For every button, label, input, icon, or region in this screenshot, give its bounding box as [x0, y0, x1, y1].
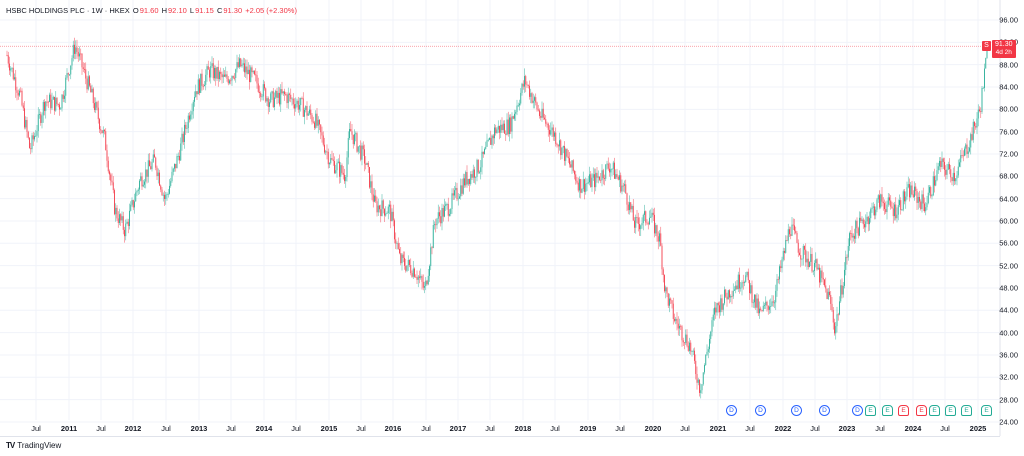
time-tick-label: 2011 [60, 424, 78, 433]
price-chart-canvas[interactable] [0, 0, 1024, 436]
symbol-title[interactable]: HSBC HOLDINGS PLC · 1W · HKEX [6, 6, 130, 15]
dividend-event-icon[interactable]: D [726, 405, 737, 416]
time-tick-label: 2017 [449, 424, 467, 433]
last-price-tag: 91.30 4d 2h [992, 40, 1016, 58]
change-value: +2.05 (+2.30%) [245, 6, 297, 15]
symbol-legend: HSBC HOLDINGS PLC · 1W · HKEX O91.60 H92… [6, 6, 297, 15]
chart-container[interactable]: HSBC HOLDINGS PLC · 1W · HKEX O91.60 H92… [0, 0, 1024, 436]
time-tick-label: 2014 [255, 424, 273, 433]
earnings-event-icon[interactable]: E [882, 405, 893, 416]
time-tick-label: Jul [485, 424, 495, 433]
bar-countdown: 4d 2h [995, 49, 1012, 56]
price-tick-label: 36.00 [999, 350, 1018, 360]
price-tick-label: 72.00 [999, 149, 1018, 159]
earnings-event-icon[interactable]: E [981, 405, 992, 416]
time-tick-label: Jul [875, 424, 885, 433]
tradingview-attribution[interactable]: TV TradingView [6, 441, 61, 450]
last-price: 91.30 [995, 41, 1013, 48]
price-tick-label: 24.00 [999, 417, 1018, 427]
time-tick-label: Jul [356, 424, 366, 433]
time-tick-label: Jul [745, 424, 755, 433]
earnings-event-icon[interactable]: E [865, 405, 876, 416]
time-tick-label: Jul [421, 424, 431, 433]
price-tick-label: 80.00 [999, 104, 1018, 114]
time-tick-label: 2021 [709, 424, 727, 433]
earnings-event-icon[interactable]: E [961, 405, 972, 416]
time-tick-label: Jul [810, 424, 820, 433]
time-tick-label: Jul [31, 424, 41, 433]
time-tick-label: Jul [550, 424, 560, 433]
time-tick-label: 2016 [384, 424, 402, 433]
price-tick-label: 64.00 [999, 194, 1018, 204]
time-tick-label: 2015 [320, 424, 338, 433]
time-tick-label: Jul [940, 424, 950, 433]
earnings-event-icon[interactable]: E [945, 405, 956, 416]
price-tick-label: 76.00 [999, 127, 1018, 137]
dividend-event-icon[interactable]: D [791, 405, 802, 416]
low-value: 91.15 [195, 6, 214, 15]
time-tick-label: 2025 [969, 424, 987, 433]
price-tick-label: 52.00 [999, 261, 1018, 271]
price-tick-label: 28.00 [999, 395, 1018, 405]
price-tick-label: 96.00 [999, 15, 1018, 25]
time-tick-label: Jul [291, 424, 301, 433]
price-tick-label: 60.00 [999, 216, 1018, 226]
time-tick-label: 2024 [904, 424, 922, 433]
time-tick-label: 2023 [838, 424, 856, 433]
time-tick-label: Jul [161, 424, 171, 433]
earnings-event-icon[interactable]: E [916, 405, 927, 416]
time-tick-label: 2020 [644, 424, 662, 433]
time-tick-label: Jul [226, 424, 236, 433]
price-tick-label: 48.00 [999, 283, 1018, 293]
time-tick-label: 2022 [774, 424, 792, 433]
price-tick-label: 44.00 [999, 305, 1018, 315]
close-value: 91.30 [223, 6, 243, 15]
time-tick-label: Jul [96, 424, 106, 433]
dividend-event-icon[interactable]: D [852, 405, 863, 416]
price-tick-label: 68.00 [999, 171, 1018, 181]
brand-name: TradingView [17, 441, 62, 450]
price-tick-label: 32.00 [999, 372, 1018, 382]
axis-divider [0, 436, 1000, 437]
time-tick-label: Jul [680, 424, 690, 433]
earnings-event-icon[interactable]: E [898, 405, 909, 416]
price-tick-label: 84.00 [999, 82, 1018, 92]
price-tick-label: 56.00 [999, 238, 1018, 248]
tradingview-logo-icon: TV [6, 441, 15, 450]
time-tick-label: Jul [615, 424, 625, 433]
price-tick-label: 88.00 [999, 60, 1018, 70]
high-value: 92.10 [168, 6, 187, 15]
dividend-event-icon[interactable]: D [819, 405, 830, 416]
price-tick-label: 40.00 [999, 328, 1018, 338]
time-tick-label: 2013 [190, 424, 208, 433]
earnings-event-icon[interactable]: E [929, 405, 940, 416]
dividend-event-icon[interactable]: D [755, 405, 766, 416]
time-tick-label: 2018 [514, 424, 532, 433]
time-tick-label: 2012 [124, 424, 142, 433]
session-badge: S [982, 41, 991, 51]
time-tick-label: 2019 [579, 424, 597, 433]
open-value: 91.60 [139, 6, 159, 15]
